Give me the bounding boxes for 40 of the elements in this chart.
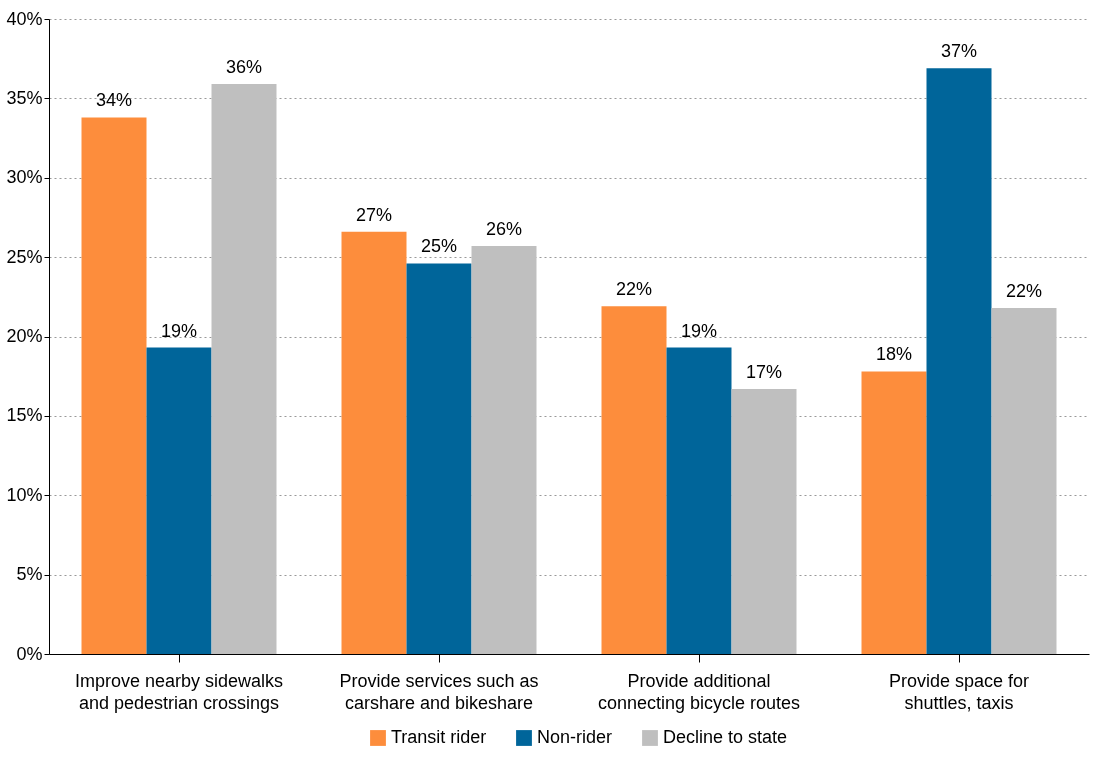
- data-label: 18%: [875, 344, 913, 365]
- legend-label: Transit rider: [391, 727, 487, 747]
- data-label: 22%: [615, 279, 653, 300]
- y-tick-label: 0%: [16, 643, 43, 664]
- x-tick-label: Improve nearby sidewalks and pedestrian crossings: [74, 670, 284, 713]
- y-tick-label: 20%: [6, 326, 43, 346]
- bar: [81, 117, 147, 654]
- x-tick-label: Provide space for shuttles, taxis: [888, 670, 1030, 713]
- y-tick-label: 5%: [16, 564, 43, 585]
- x-tick-label: Provide additional connecting bicycle routes: [597, 670, 801, 713]
- bar: [341, 231, 407, 654]
- data-label: 19%: [680, 320, 718, 341]
- bar: [601, 306, 667, 654]
- y-tick-label: 40%: [6, 8, 43, 29]
- y-tick-label: 30%: [6, 167, 43, 188]
- bar: [861, 371, 927, 654]
- bar: [146, 347, 212, 654]
- data-label: 22%: [1005, 280, 1043, 301]
- data-label: 37%: [940, 41, 978, 62]
- bar: [991, 307, 1057, 654]
- x-tick-label: Provide services such as carshare and bikeshare: [339, 670, 539, 713]
- legend-label: Non-rider: [537, 727, 613, 747]
- bar: [211, 84, 277, 654]
- data-label: 19%: [160, 320, 198, 341]
- legend-label: Decline to state: [663, 727, 788, 747]
- y-tick-label: 15%: [6, 405, 43, 426]
- data-label: 36%: [225, 57, 263, 78]
- data-label: 17%: [745, 361, 783, 382]
- bar: [731, 388, 797, 654]
- y-tick-label: 25%: [6, 246, 43, 267]
- bar: [471, 246, 537, 654]
- y-tick-label: 35%: [6, 87, 43, 108]
- data-label: 27%: [355, 204, 393, 225]
- bar: [926, 68, 992, 654]
- data-label: 25%: [420, 236, 458, 257]
- y-tick-label: 10%: [6, 484, 43, 505]
- data-label: 26%: [485, 219, 523, 240]
- bar: [666, 347, 732, 654]
- bar: [406, 263, 472, 654]
- data-label: 34%: [95, 90, 133, 111]
